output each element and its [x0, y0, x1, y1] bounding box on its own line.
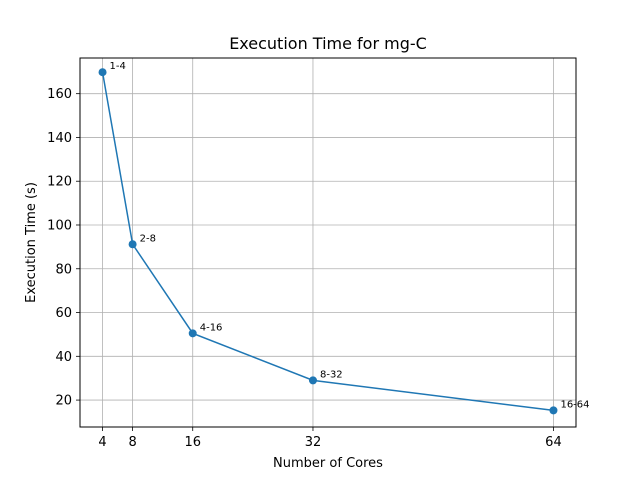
data-point	[128, 240, 137, 249]
data-point	[549, 406, 558, 415]
y-tick-label: 100	[47, 218, 72, 233]
point-label: 2-8	[140, 233, 156, 244]
x-tick-label: 32	[305, 435, 322, 450]
point-label: 8-32	[320, 369, 343, 380]
y-tick-label: 120	[47, 175, 72, 190]
data-point	[188, 329, 197, 338]
y-tick-label: 20	[55, 394, 72, 409]
y-tick-label: 40	[55, 350, 72, 365]
x-tick-label: 16	[184, 435, 201, 450]
data-point	[98, 68, 107, 77]
chart-title: Execution Time for mg-C	[229, 34, 427, 53]
data-series: 1-4 2-8 4-16 8-32 16-64	[98, 61, 590, 415]
y-tick-label: 60	[55, 306, 72, 321]
data-point	[308, 376, 317, 385]
point-label: 16-64	[560, 399, 589, 410]
grid-lines	[80, 58, 576, 427]
y-tick-label: 160	[47, 87, 72, 102]
point-label: 4-16	[200, 322, 223, 333]
y-tick-label: 80	[55, 262, 72, 277]
point-label: 1-4	[110, 61, 126, 72]
x-tick-label: 4	[98, 435, 106, 450]
x-axis-ticks: 4 8 16 32 64	[98, 427, 562, 450]
x-axis-label: Number of Cores	[273, 456, 383, 471]
x-tick-label: 64	[545, 435, 562, 450]
x-tick-label: 8	[128, 435, 136, 450]
y-tick-label: 140	[47, 131, 72, 146]
y-axis-ticks: 20 40 60 80 100 120 140 160	[47, 87, 80, 409]
y-axis-label: Execution Time (s)	[24, 182, 39, 303]
plot-frame	[79, 57, 577, 428]
